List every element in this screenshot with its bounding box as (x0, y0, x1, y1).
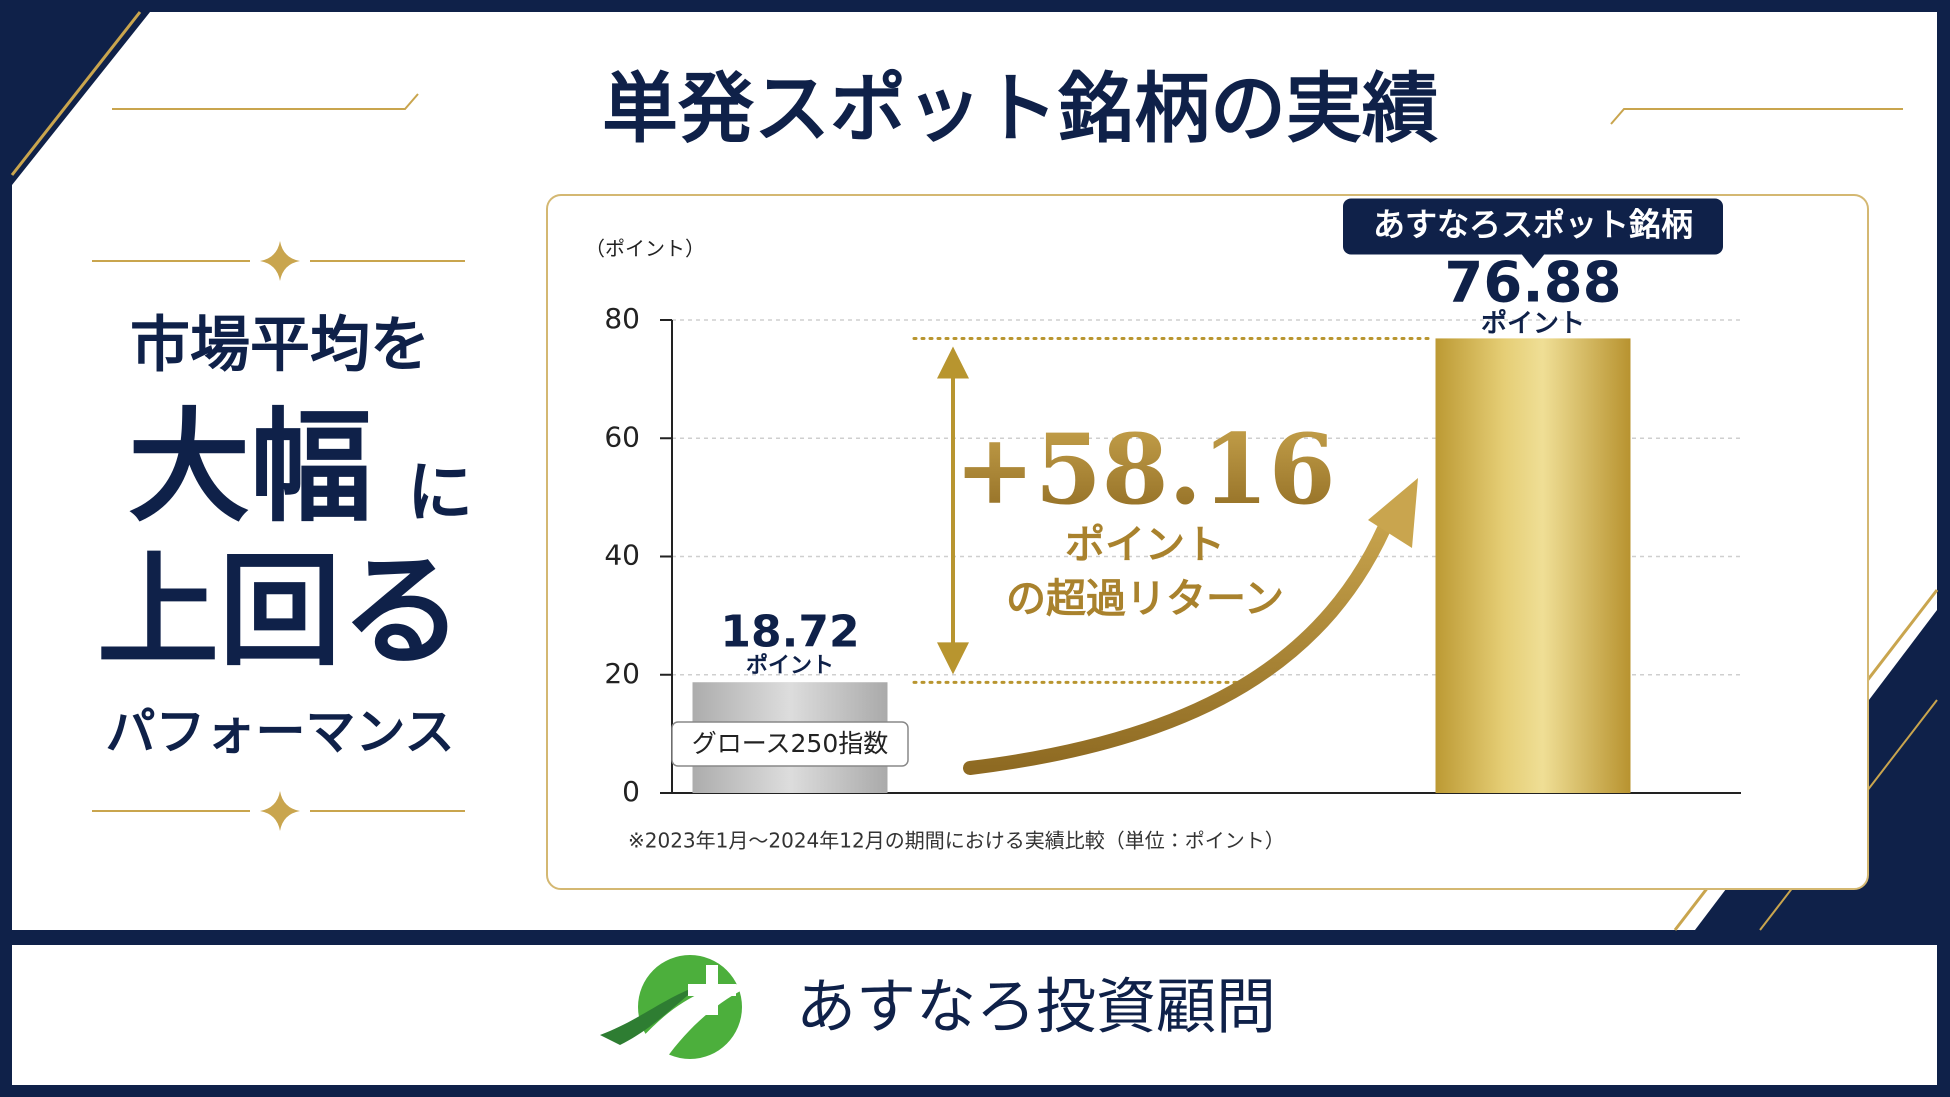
tagline: パフォーマンス (106, 702, 455, 761)
tagline: に (407, 453, 473, 531)
category-label: グロース250指数 (692, 729, 888, 758)
difference-arrow-head (937, 642, 969, 675)
y-axis-label: （ポイント） (585, 237, 705, 261)
page-title: 単発スポット銘柄の実績 (602, 64, 1438, 153)
tagline: 上回る (97, 539, 463, 683)
trend-arrow (963, 508, 1397, 775)
y-tick-label: 40 (604, 539, 640, 572)
category-label: あすなろスポット銘柄 (1373, 205, 1693, 243)
plot: 02040608018.72ポイントグロース250指数76.88ポイントあすなろ… (604, 198, 1741, 808)
annotation-unit: ポイント (1065, 521, 1225, 568)
category-pill (1343, 198, 1723, 255)
tagline: 大幅 (128, 395, 372, 539)
sparkle (260, 791, 300, 831)
value-unit: ポイント (746, 652, 834, 678)
brand-name: あすなろ投資顧問 (796, 973, 1276, 1043)
annotation-value: +58.16 (954, 413, 1335, 526)
y-tick-label: 60 (604, 420, 640, 453)
tagline: 市場平均を (130, 311, 430, 381)
annotation-text: の超過リターン (1006, 575, 1284, 622)
value-unit: ポイント (1481, 308, 1585, 339)
value-label: 18.72 (720, 606, 859, 657)
title-rule (1610, 108, 1903, 125)
title-rule (112, 93, 419, 110)
logo (600, 955, 752, 1060)
sparkle (260, 241, 300, 281)
corner-line (10, 11, 142, 176)
bar-shine (1435, 338, 1631, 793)
difference-arrow-head (937, 346, 969, 379)
trend-arrow-head (1368, 478, 1418, 548)
footer-panel (12, 945, 1937, 1085)
y-tick-label: 20 (604, 657, 640, 690)
category-pointer (1521, 253, 1545, 269)
category-box (671, 721, 909, 767)
y-tick-label: 0 (622, 775, 640, 808)
footnote: ※2023年1月～2024年12月の期間における実績比較（単位：ポイント） (628, 829, 1285, 853)
y-tick-label: 80 (604, 302, 640, 335)
